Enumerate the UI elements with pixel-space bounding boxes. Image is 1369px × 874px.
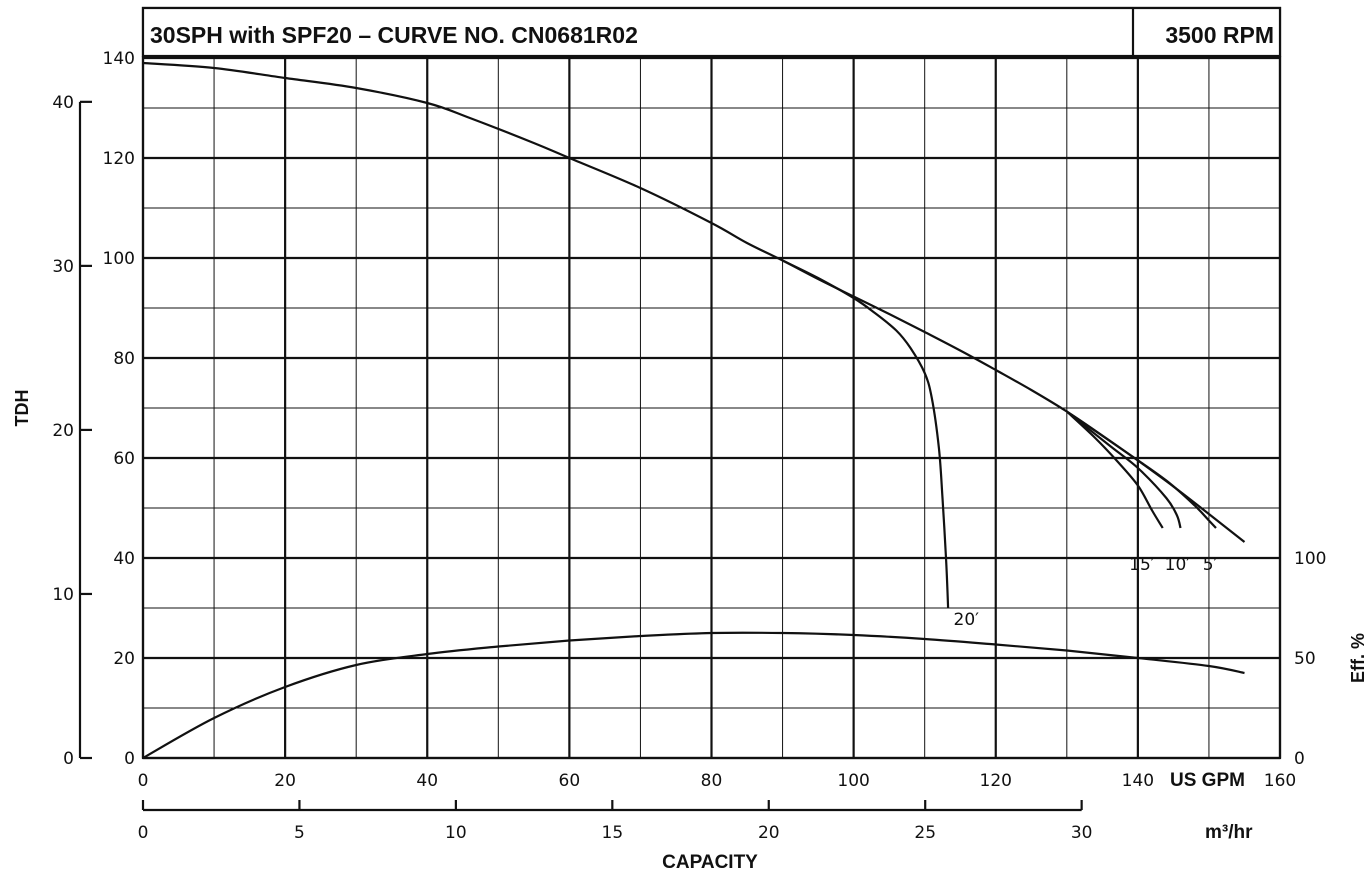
curve-npsh-limit-5ft	[1066, 410, 1217, 529]
y-tick-label-metres: 20	[52, 421, 74, 441]
curve-efficiency	[142, 631, 1245, 759]
curve-npsh-limit-10ft	[1066, 410, 1182, 529]
y-tick-label-feet: 80	[113, 349, 135, 369]
y-tick-label-feet: 60	[113, 449, 135, 469]
curve-npsh-limit-15ft	[1066, 410, 1164, 529]
y-tick-label-metres: 30	[52, 257, 74, 277]
x-tick-label-gpm: 60	[559, 771, 581, 791]
title-band	[141, 6, 1282, 58]
x-tick-label-m3hr: 0	[138, 823, 149, 843]
y-axis-label-tdh: TDH	[12, 390, 32, 427]
y-tick-label-feet: 100	[103, 249, 135, 269]
x-tick-label-m3hr: 10	[445, 823, 467, 843]
x-tick-label-gpm: 20	[274, 771, 296, 791]
curve-npsh-limit-20ft	[782, 259, 950, 609]
x-tick-label-gpm: 100	[837, 771, 869, 791]
y-tick-label-feet: 0	[124, 749, 135, 769]
y-tick-label-efficiency: 100	[1294, 549, 1326, 569]
x-tick-label-m3hr: 20	[758, 823, 780, 843]
curve-label: 15′	[1129, 555, 1155, 575]
x-tick-label-m3hr: 30	[1071, 823, 1093, 843]
curve-label: 5′	[1203, 555, 1218, 575]
curve-head	[142, 61, 1246, 543]
x-tick-label-m3hr: 25	[914, 823, 936, 843]
x-tick-label-gpm: 140	[1122, 771, 1154, 791]
y-tick-label-efficiency: 50	[1294, 649, 1316, 669]
x-axis-label-capacity: CAPACITY	[662, 852, 758, 873]
x-tick-label-gpm: 80	[701, 771, 723, 791]
x-tick-label-m3hr: 5	[294, 823, 305, 843]
curve-label: 10′	[1165, 555, 1191, 575]
x-axis-unit-m3hr: m³/hr	[1205, 822, 1253, 843]
x-tick-label-m3hr: 15	[602, 823, 624, 843]
y-tick-label-efficiency: 0	[1294, 749, 1305, 769]
curves	[142, 61, 1246, 759]
x-tick-label-gpm: 120	[980, 771, 1012, 791]
x-axis-unit-gpm: US GPM	[1170, 770, 1245, 791]
x-tick-label-gpm: 40	[416, 771, 438, 791]
y-tick-label-metres: 0	[63, 749, 74, 769]
y-tick-label-feet: 40	[113, 549, 135, 569]
grid	[78, 6, 1282, 812]
x-tick-label-gpm: 0	[138, 771, 149, 791]
y-axis-label-efficiency: Eff. %	[1348, 633, 1368, 683]
curve-label: 20′	[954, 610, 980, 630]
y-tick-label-feet: 120	[103, 149, 135, 169]
chart-title: 30SPH with SPF20 – CURVE NO. CN0681R02	[150, 22, 638, 48]
speed-label: 3500 RPM	[1165, 22, 1274, 48]
y-tick-label-metres: 10	[52, 585, 74, 605]
y-tick-label-feet: 140	[103, 49, 135, 69]
y-tick-label-feet: 20	[113, 649, 135, 669]
y-tick-label-metres: 40	[52, 93, 74, 113]
x-tick-label-gpm: 160	[1264, 771, 1296, 791]
